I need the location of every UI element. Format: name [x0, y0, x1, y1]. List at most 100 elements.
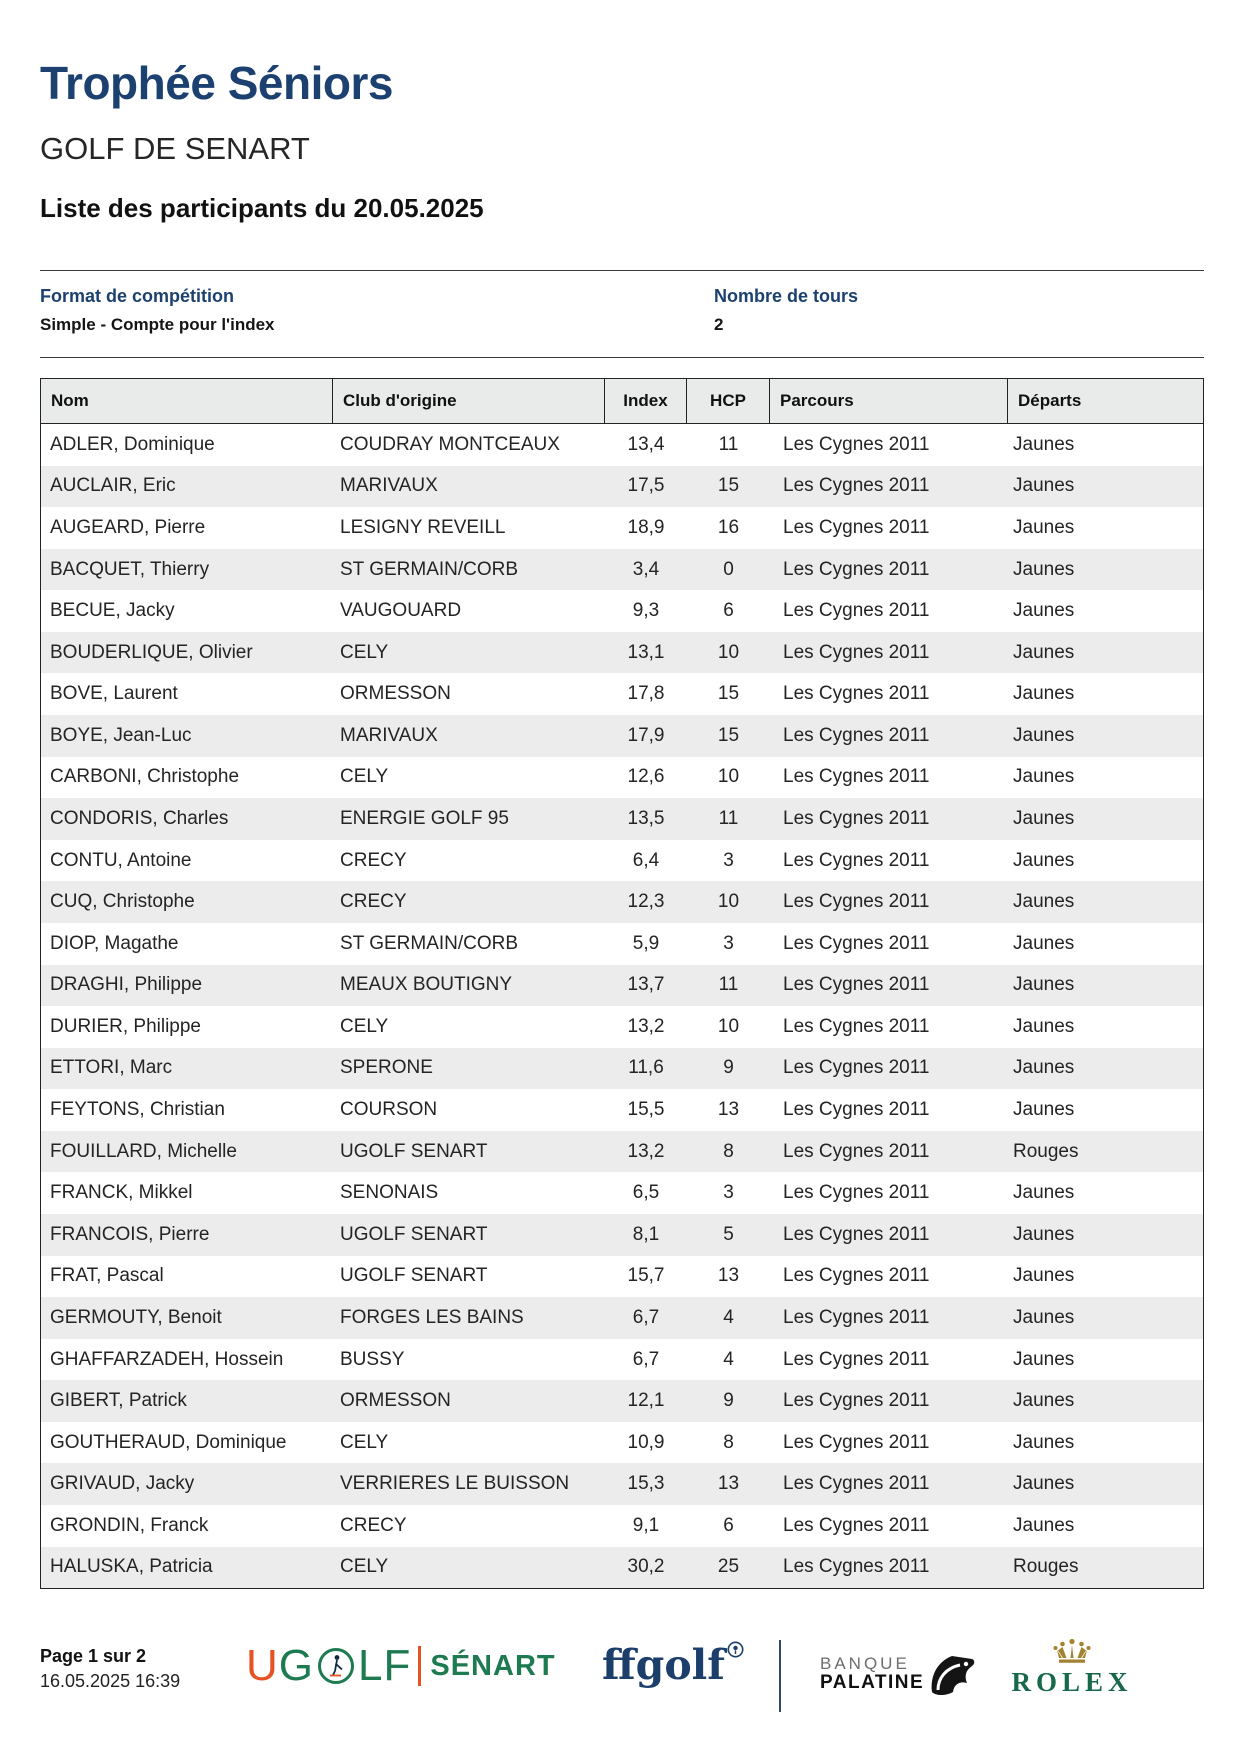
cell-hcp: 11 [718, 974, 739, 996]
cell-parcours: Les Cygnes 2011 [783, 1140, 930, 1162]
table-header-row: Nom Club d'origine Index HCP Parcours Dé… [41, 379, 1203, 424]
cell-index: 13,5 [627, 807, 665, 829]
table-row: CONDORIS, Charles ENERGIE GOLF 95 13,5 11 Le… [41, 798, 1203, 840]
table-row: DIOP, Magathe ST GERMAIN/CORB 5,9 3 Les Cygn… [41, 923, 1203, 965]
cell-index: 17,8 [627, 683, 665, 705]
cell-hcp: 3 [723, 1182, 734, 1204]
ffgolf-wordmark: ffgolf [602, 1641, 725, 1689]
cell-club: CRECY [340, 1514, 407, 1536]
table-row: GERMOUTY, Benoit FORGES LES BAINS 6,7 4 Les … [41, 1297, 1203, 1339]
cell-nom: FRAT, Pascal [50, 1265, 164, 1287]
cell-nom: CUQ, Christophe [50, 891, 195, 913]
cell-departs: Jaunes [1013, 932, 1075, 954]
cell-club: CRECY [340, 891, 407, 913]
cell-departs: Jaunes [1013, 1057, 1075, 1079]
cell-hcp: 13 [717, 1265, 740, 1287]
footer-divider [779, 1640, 781, 1712]
ugolf-letter-g: G [278, 1641, 315, 1690]
cell-parcours: Les Cygnes 2011 [783, 516, 930, 538]
cell-departs: Jaunes [1013, 1223, 1075, 1245]
cell-club: CELY [340, 766, 389, 788]
format-label: Format de compétition [40, 286, 235, 306]
cell-departs: Jaunes [1013, 516, 1075, 538]
table-row: BOVE, Laurent ORMESSON 17,8 15 Les Cygnes 20… [41, 673, 1203, 715]
rolex-crown-icon [1053, 1638, 1091, 1663]
cell-hcp: 5 [723, 1223, 734, 1245]
table-row: FEYTONS, Christian COURSON 15,5 13 Les Cygne… [41, 1089, 1203, 1131]
cell-index: 17,9 [627, 724, 665, 746]
cell-departs: Jaunes [1013, 807, 1075, 829]
cell-hcp: 4 [723, 1306, 734, 1328]
cell-club: SPERONE [340, 1057, 433, 1079]
cell-index: 11,6 [628, 1057, 664, 1079]
cell-parcours: Les Cygnes 2011 [783, 974, 930, 996]
cell-club: ENERGIE GOLF 95 [340, 807, 509, 829]
table-row: BOUDERLIQUE, Olivier CELY 13,1 10 Les Cygnes… [41, 631, 1203, 674]
cell-hcp: 10 [717, 1015, 740, 1037]
cell-index: 15,7 [627, 1265, 665, 1287]
cell-club: BUSSY [340, 1348, 405, 1370]
ugolf-pipe-divider [418, 1646, 422, 1686]
cell-parcours: Les Cygnes 2011 [783, 1265, 930, 1287]
print-datetime: 16.05.2025 16:39 [40, 1671, 181, 1691]
cell-club: FORGES LES BAINS [340, 1306, 524, 1328]
cell-club: CELY [340, 641, 389, 663]
ugolf-senart-logo: U G LF SÉNART [246, 1640, 556, 1692]
cell-parcours: Les Cygnes 2011 [783, 1015, 930, 1037]
table-row: ADLER, Dominique COUDRAY MONTCEAUX 13,4 11 L… [41, 424, 1203, 466]
cell-index: 30,2 [627, 1556, 665, 1578]
table-row: GIBERT, Patrick ORMESSON 12,1 9 Les Cygnes 2… [41, 1380, 1203, 1422]
cell-nom: AUCLAIR, Eric [50, 475, 176, 497]
cell-club: SENONAIS [340, 1182, 439, 1204]
cell-hcp: 11 [718, 433, 739, 455]
table-row: ETTORI, Marc SPERONE 11,6 9 Les Cygnes 2011 J… [41, 1047, 1203, 1090]
club-name: GOLF DE SENART [40, 131, 310, 166]
cell-hcp: 15 [717, 683, 740, 705]
cell-parcours: Les Cygnes 2011 [783, 475, 930, 497]
rounds-label: Nombre de tours [714, 286, 859, 306]
cell-club: ST GERMAIN/CORB [340, 932, 519, 954]
table-row: FRANCK, Mikkel SENONAIS 6,5 3 Les Cygnes 201… [41, 1172, 1203, 1214]
cell-index: 13,1 [627, 641, 665, 663]
cell-club: COUDRAY MONTCEAUX [340, 433, 560, 455]
cell-club: COURSON [340, 1099, 438, 1121]
cell-parcours: Les Cygnes 2011 [783, 932, 930, 954]
cell-index: 6,7 [632, 1306, 660, 1328]
golfer-circle-icon [318, 1648, 355, 1684]
table-row: GHAFFARZADEH, Hossein BUSSY 6,7 4 Les Cygnes… [41, 1339, 1203, 1381]
table-row: BOYE, Jean-Luc MARIVAUX 17,9 15 Les Cygnes 2… [41, 715, 1203, 757]
cell-nom: CONDORIS, Charles [50, 807, 229, 829]
header-nom: Nom [41, 379, 333, 423]
header-index: Index [605, 379, 687, 423]
ugolf-site-label: SÉNART [430, 1649, 556, 1682]
cell-nom: GERMOUTY, Benoit [50, 1306, 222, 1328]
cell-parcours: Les Cygnes 2011 [783, 1182, 930, 1204]
ffgolf-logo: ffgolf [602, 1641, 744, 1689]
cell-departs: Jaunes [1013, 1514, 1075, 1536]
cell-departs: Jaunes [1013, 1473, 1075, 1495]
cell-nom: CONTU, Antoine [50, 849, 192, 871]
header-hcp: HCP [687, 379, 770, 423]
cell-departs: Jaunes [1013, 1265, 1075, 1287]
header-parcours: Parcours [770, 379, 1008, 423]
cell-index: 18,9 [627, 516, 665, 538]
cell-hcp: 10 [717, 641, 740, 663]
cell-departs: Jaunes [1013, 683, 1075, 705]
cell-hcp: 15 [717, 475, 740, 497]
cell-nom: BOUDERLIQUE, Olivier [50, 641, 253, 663]
cell-hcp: 8 [723, 1431, 734, 1453]
cell-nom: GIBERT, Patrick [50, 1390, 187, 1412]
cell-parcours: Les Cygnes 2011 [783, 1390, 930, 1412]
cell-index: 9,1 [632, 1514, 660, 1536]
cell-index: 13,2 [627, 1015, 665, 1037]
cell-nom: GHAFFARZADEH, Hossein [50, 1348, 284, 1370]
cell-parcours: Les Cygnes 2011 [783, 1431, 930, 1453]
cell-hcp: 10 [717, 891, 740, 913]
cell-hcp: 9 [723, 1057, 734, 1079]
cell-departs: Rouges [1013, 1556, 1079, 1578]
cell-index: 17,5 [627, 475, 665, 497]
cell-nom: FRANCOIS, Pierre [50, 1223, 210, 1245]
cell-hcp: 6 [723, 600, 734, 622]
cell-nom: ADLER, Dominique [50, 433, 215, 455]
cell-nom: CARBONI, Christophe [50, 766, 240, 788]
